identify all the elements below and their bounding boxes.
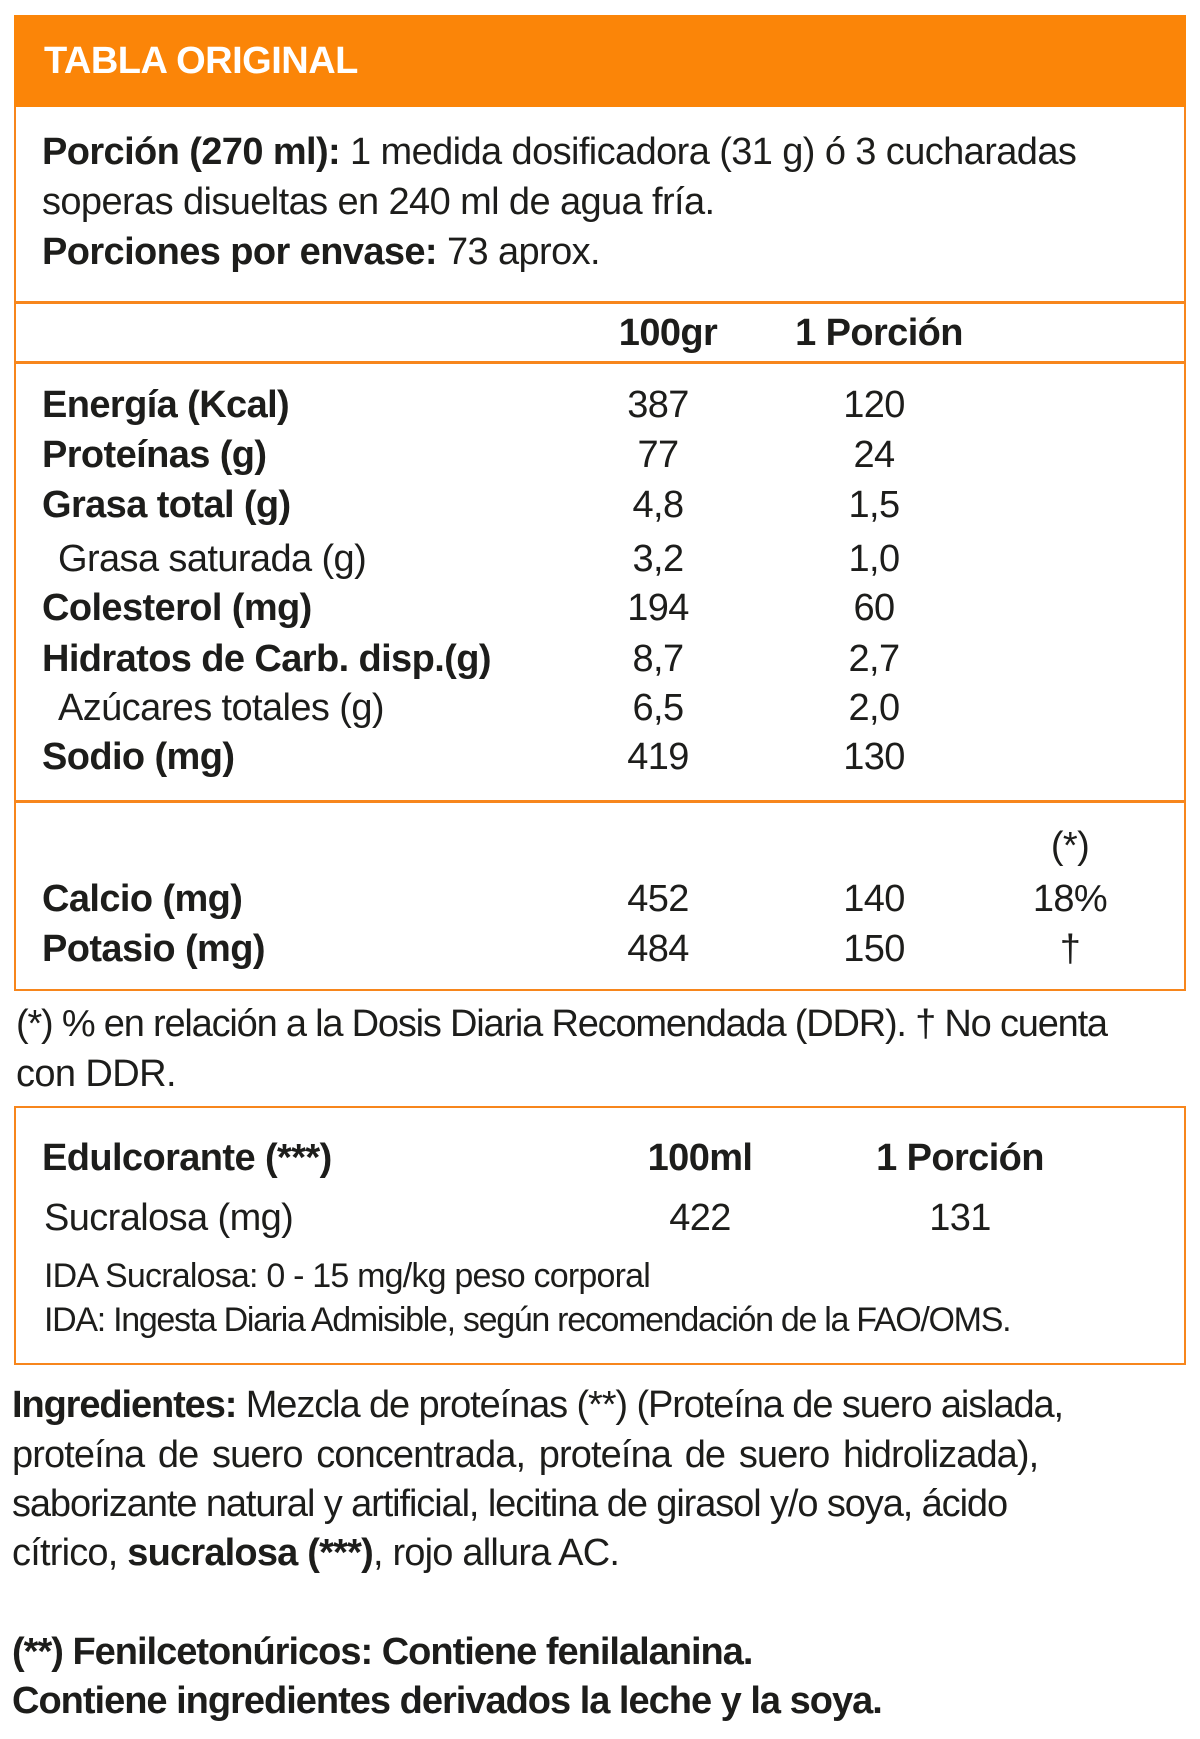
- row-value-portion: 120: [843, 384, 905, 426]
- row-value-100: 419: [627, 736, 689, 778]
- row-value-portion: 2,0: [848, 687, 900, 729]
- divider: [14, 361, 1186, 364]
- row-value-100: 387: [627, 384, 689, 426]
- ddr-column-header: (*): [1050, 825, 1090, 867]
- mineral-value-100: 452: [627, 878, 689, 920]
- row-label-sub: Azúcares totales (g): [58, 687, 385, 729]
- sweetener-col-100ml: 100ml: [647, 1137, 753, 1179]
- mineral-label: Calcio (mg): [42, 878, 243, 920]
- column-header-100gr: 100gr: [618, 312, 718, 354]
- servings-value: 73 aprox.: [437, 231, 601, 273]
- ingredients-sucralose: sucralosa (***): [127, 1532, 373, 1574]
- row-value-portion: 2,7: [848, 638, 900, 680]
- mineral-label: Potasio (mg): [42, 928, 266, 970]
- column-header-portion: 1 Porción: [795, 312, 963, 354]
- mineral-value-100: 484: [627, 928, 689, 970]
- footnote-line: (*) % en relación a la Dosis Diaria Reco…: [16, 1003, 1108, 1045]
- divider: [14, 800, 1186, 803]
- ingredients-label: Ingredientes:: [12, 1384, 237, 1426]
- ingredients-line: proteína de suero concentrada, proteína …: [12, 1434, 1039, 1476]
- serving-size-value: 1 medida dosificadora (31 g) ó 3 cuchara…: [340, 131, 1077, 173]
- row-value-portion: 130: [843, 736, 905, 778]
- row-value-portion: 1,0: [848, 538, 900, 580]
- row-label: Grasa total (g): [42, 484, 291, 526]
- row-label-sub: Grasa saturada (g): [58, 538, 367, 580]
- row-value-100: 194: [627, 587, 689, 629]
- servings-label: Porciones por envase:: [42, 231, 438, 273]
- row-value-portion: 24: [853, 434, 895, 476]
- row-label: Colesterol (mg): [42, 587, 312, 629]
- row-value-100: 77: [637, 434, 679, 476]
- row-label: Energía (Kcal): [42, 384, 290, 426]
- row-value-100: 8,7: [632, 638, 684, 680]
- servings-per-container: Porciones por envase: 73 aprox.: [42, 227, 601, 277]
- row-label: Proteínas (g): [42, 434, 267, 476]
- mineral-value-portion: 140: [843, 878, 905, 920]
- table-title: TABLA ORIGINAL: [44, 40, 358, 82]
- sweetener-row-portion: 131: [929, 1197, 991, 1239]
- ingredients-text: Mezcla de proteínas (**) (Proteína de su…: [236, 1384, 1064, 1426]
- serving-size: Porción (270 ml): 1 medida dosificadora …: [42, 127, 1077, 177]
- row-value-100: 6,5: [632, 687, 684, 729]
- sweetener-note: IDA Sucralosa: 0 - 15 mg/kg peso corpora…: [44, 1257, 651, 1295]
- row-value-portion: 60: [853, 587, 895, 629]
- sweetener-col-portion: 1 Porción: [876, 1137, 1044, 1179]
- row-value-portion: 1,5: [848, 484, 900, 526]
- sweetener-note: IDA: Ingesta Diaria Admisible, según rec…: [44, 1301, 1012, 1339]
- table-header-bar: [14, 15, 1186, 107]
- ingredients-line: cítrico, sucralosa (***), rojo allura AC…: [12, 1528, 620, 1578]
- mineral-ddr: 18%: [1032, 878, 1108, 920]
- row-label: Hidratos de Carb. disp.(g): [42, 638, 491, 680]
- ingredients-line: Ingredientes: Mezcla de proteínas (**) (…: [12, 1380, 1064, 1430]
- mineral-ddr: †: [1059, 928, 1081, 970]
- serving-size-label: Porción (270 ml):: [42, 131, 341, 173]
- serving-size-cont: soperas disueltas en 240 ml de agua fría…: [42, 181, 715, 223]
- row-value-100: 4,8: [632, 484, 684, 526]
- ingredients-text: , rojo allura AC.: [372, 1532, 620, 1574]
- sweetener-row-label: Sucralosa (mg): [44, 1197, 294, 1239]
- row-label: Sodio (mg): [42, 736, 235, 778]
- divider: [14, 301, 1186, 304]
- sweetener-row-100ml: 422: [669, 1197, 731, 1239]
- footnote-line: con DDR.: [16, 1053, 177, 1095]
- sweetener-header-label: Edulcorante (***): [42, 1137, 332, 1179]
- mineral-value-portion: 150: [843, 928, 905, 970]
- ingredients-text: cítrico,: [12, 1532, 128, 1574]
- phenylketonuria-warning: (**) Fenilcetonúricos: Contiene fenilala…: [12, 1631, 753, 1673]
- ingredients-line: saborizante natural y artificial, leciti…: [12, 1483, 1008, 1525]
- allergen-warning: Contiene ingredientes derivados la leche…: [12, 1680, 883, 1722]
- row-value-100: 3,2: [632, 538, 684, 580]
- sweetener-box: [14, 1106, 1186, 1365]
